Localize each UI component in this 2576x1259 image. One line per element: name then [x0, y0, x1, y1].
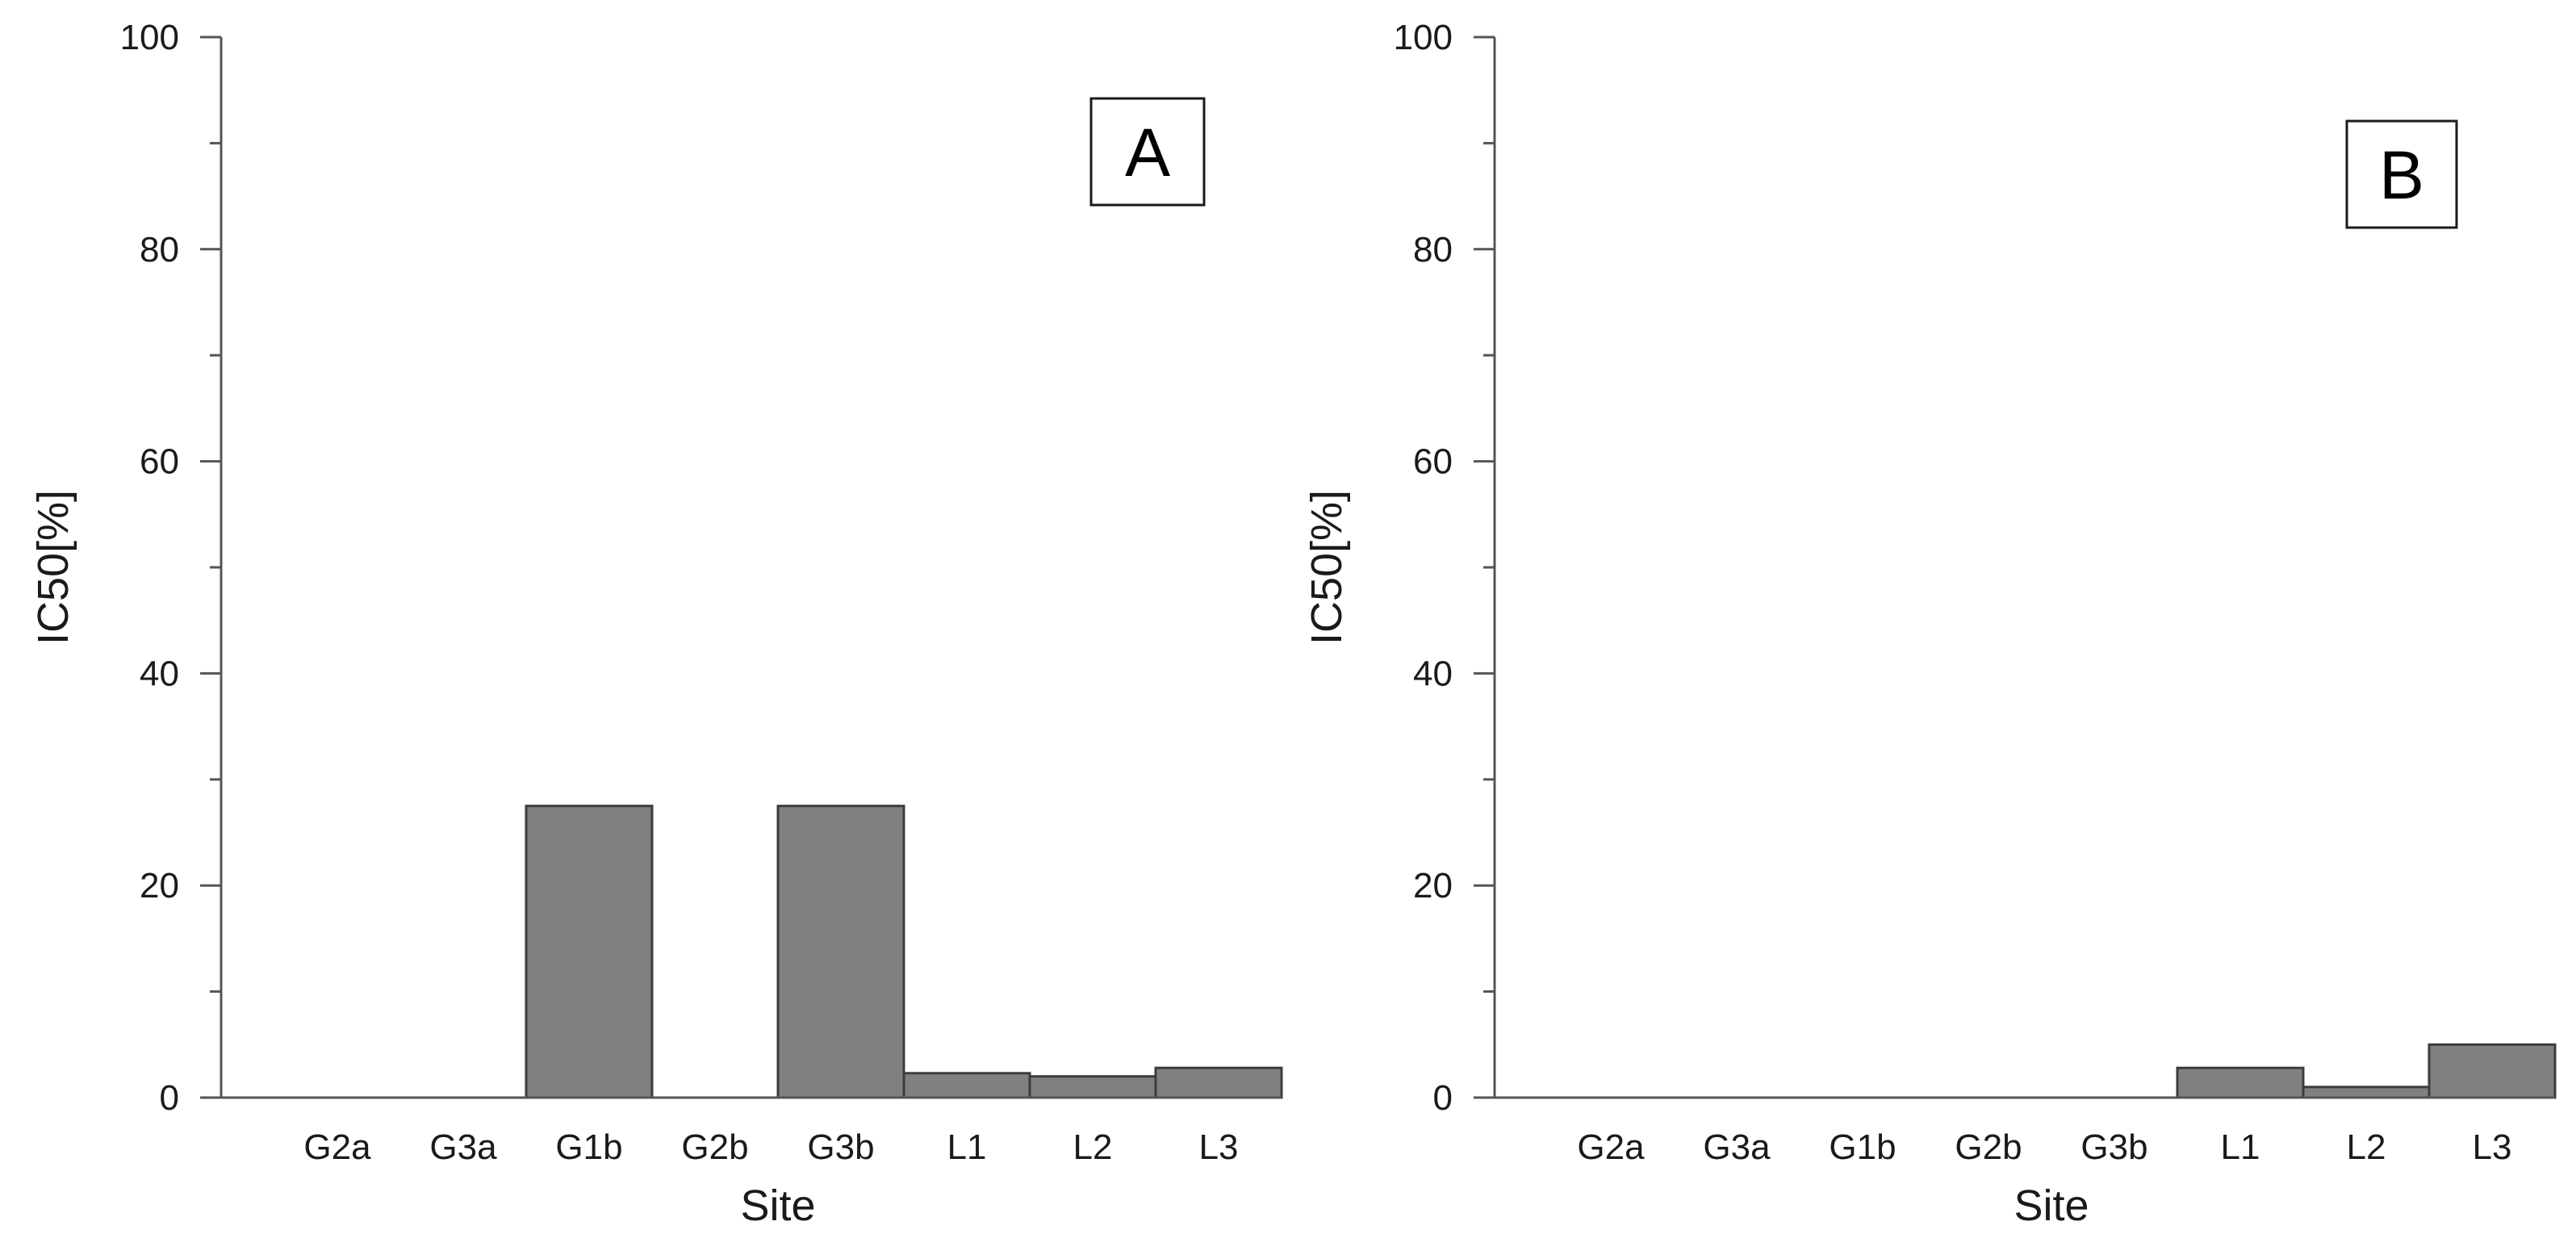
x-category-label: G1b	[555, 1127, 622, 1167]
panel-label-box	[2345, 119, 2458, 229]
y-tick-label: 40	[1413, 654, 1453, 693]
y-tick-label: 80	[1413, 230, 1453, 270]
x-category-label: G3a	[1703, 1127, 1771, 1167]
x-category-label: L1	[2221, 1127, 2260, 1167]
x-category-label: L2	[1073, 1127, 1113, 1167]
y-axis-ticks: 0 20 40 60 80 100	[1394, 18, 1495, 1118]
y-tick-label: 100	[1394, 18, 1453, 57]
bar-l1	[902, 1072, 1031, 1099]
x-category-label: L3	[1199, 1127, 1239, 1167]
bar-g1b	[525, 805, 654, 1099]
axis-frame	[1493, 37, 2555, 1099]
x-category-label: G2b	[1955, 1127, 2022, 1167]
bar-l3	[1154, 1066, 1283, 1099]
x-category-labels: G2a G3a G1b G2b G3b L1 L2 L3	[1577, 1127, 2511, 1167]
x-category-label: G2b	[681, 1127, 748, 1167]
y-tick-label: 60	[140, 442, 179, 482]
panel-label-text: A	[1125, 115, 1170, 190]
x-category-label: G2a	[1577, 1127, 1645, 1167]
x-category-label: G3b	[2080, 1127, 2147, 1167]
y-tick-label: 20	[1413, 866, 1453, 906]
y-axis-ticks: 0 20 40 60 80 100	[120, 18, 221, 1118]
y-tick-label: 0	[160, 1078, 179, 1118]
y-tick-label: 40	[140, 654, 179, 693]
x-category-label: G3b	[807, 1127, 874, 1167]
panel-label-b: B	[2345, 119, 2458, 229]
y-tick-label: 80	[140, 230, 179, 270]
bar-l1	[2176, 1066, 2305, 1099]
x-category-label: G1b	[1829, 1127, 1896, 1167]
y-tick-label: 0	[1433, 1078, 1453, 1118]
x-category-label: L3	[2473, 1127, 2512, 1167]
bar-l2	[1028, 1075, 1157, 1099]
y-axis-title: IC50[%]	[29, 490, 77, 645]
x-category-label: L2	[2347, 1127, 2386, 1167]
y-tick-label: 20	[140, 866, 179, 906]
panel-label-box	[1089, 97, 1206, 207]
y-axis-title: IC50[%]	[1303, 490, 1351, 645]
axis-frame	[220, 37, 1282, 1099]
bar-l3	[2428, 1043, 2557, 1099]
y-tick-label: 100	[120, 18, 179, 57]
panel-label-a: A	[1089, 97, 1206, 207]
bars-group	[274, 805, 1283, 1099]
bar-g3b	[776, 805, 905, 1099]
bars-group	[1548, 1043, 2557, 1099]
x-category-label: G2a	[303, 1127, 371, 1167]
x-category-labels: G2a G3a G1b G2b G3b L1 L2 L3	[303, 1127, 1238, 1167]
panel-label-text: B	[2379, 137, 2424, 213]
bar-l2	[2302, 1085, 2431, 1099]
x-axis-title: Site	[740, 1182, 815, 1230]
x-category-label: L1	[947, 1127, 987, 1167]
x-axis-title: Site	[2014, 1182, 2089, 1230]
y-tick-label: 60	[1413, 442, 1453, 482]
x-category-label: G3a	[429, 1127, 497, 1167]
